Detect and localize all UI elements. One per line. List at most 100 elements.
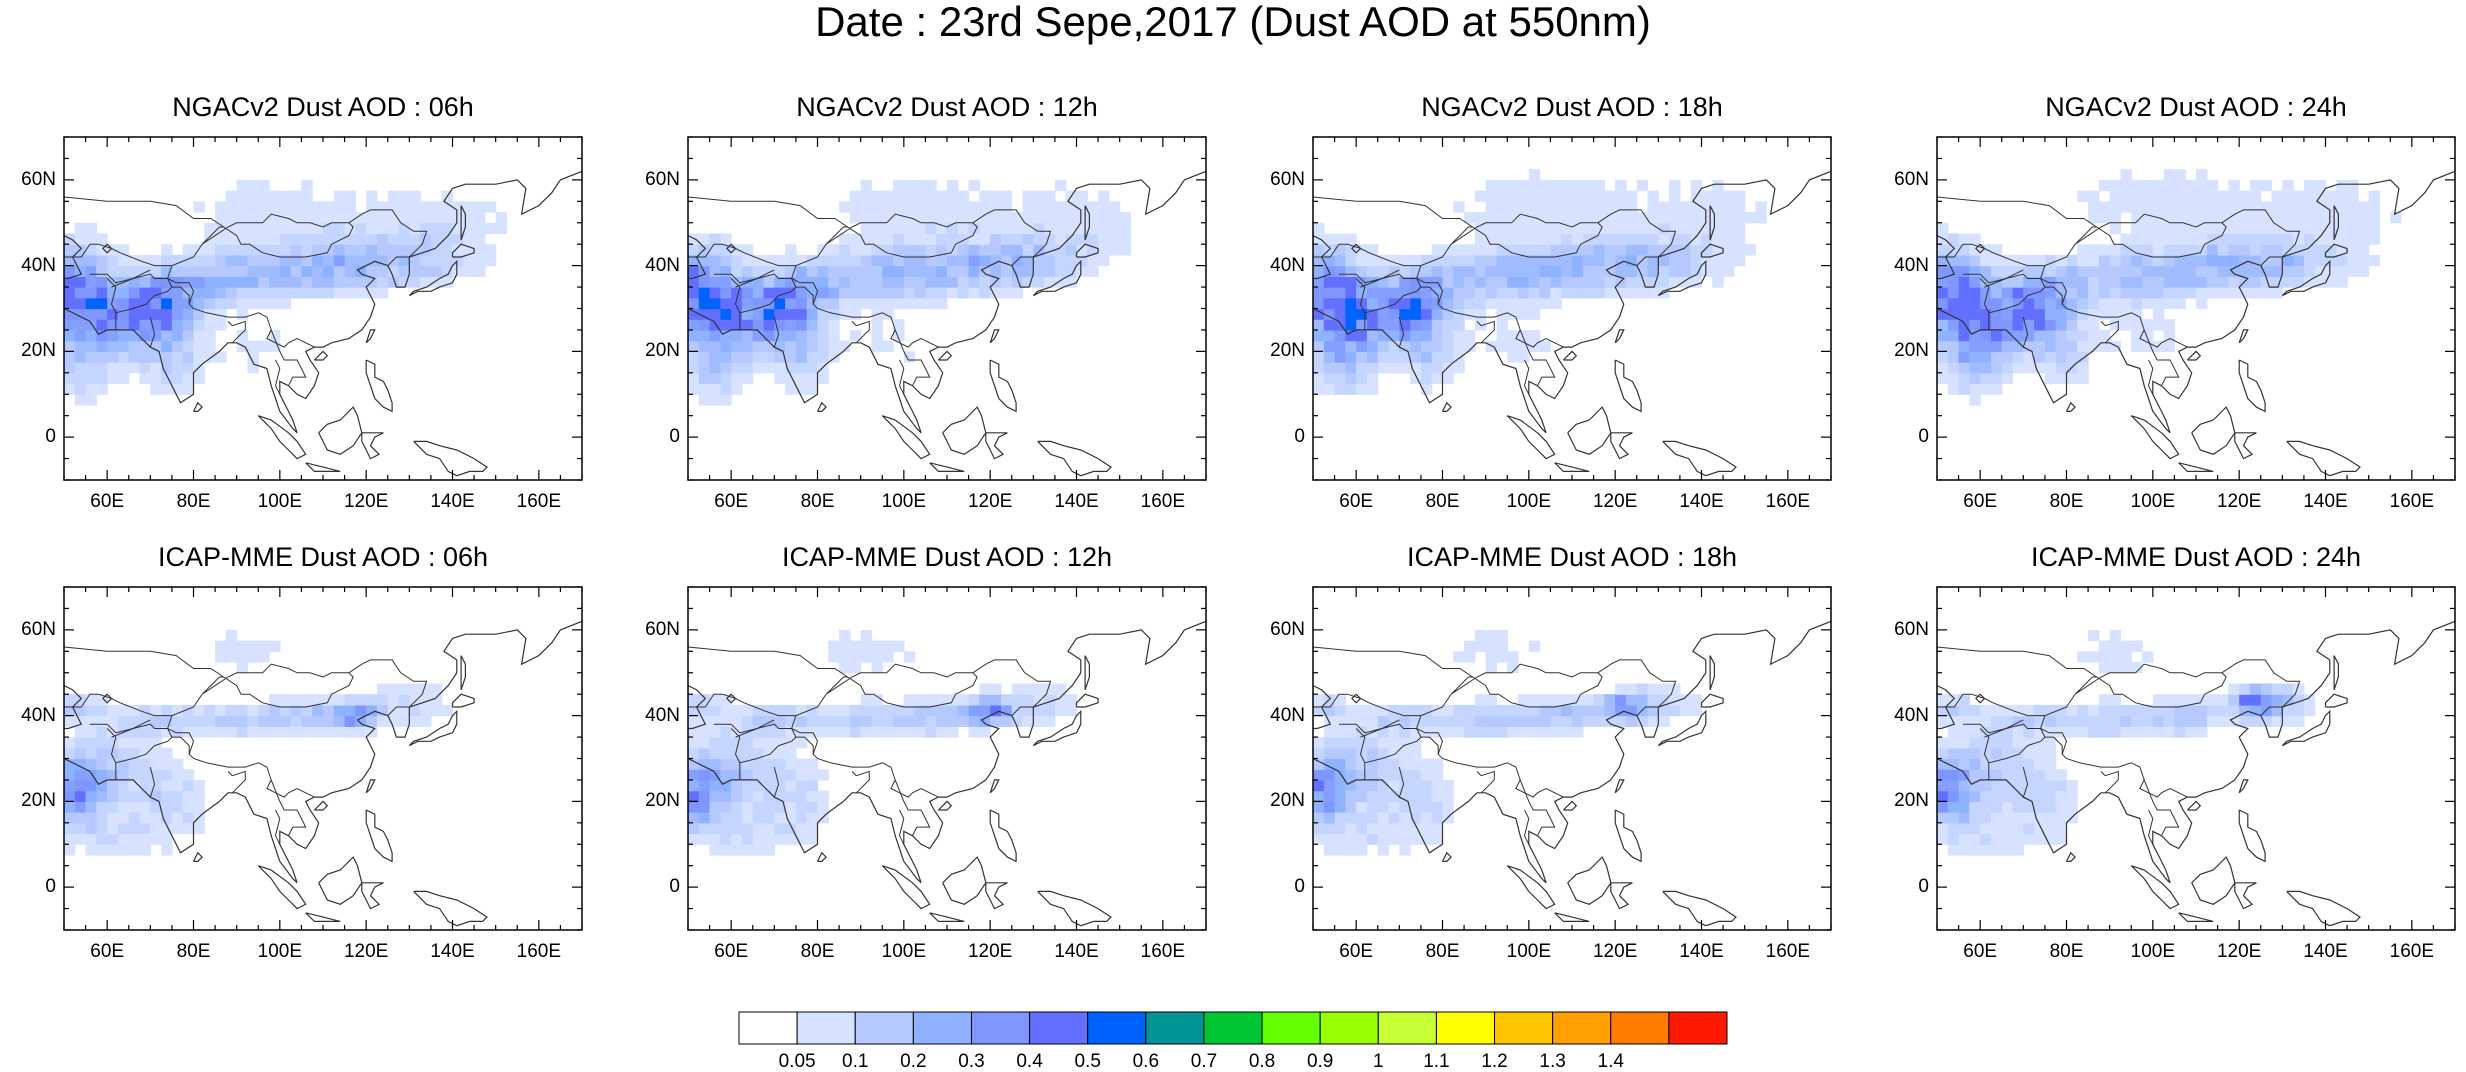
aod-field xyxy=(64,179,508,406)
coastline xyxy=(1614,809,1642,863)
lon-tick-label: 160E xyxy=(1765,491,1811,512)
country-border xyxy=(167,278,195,305)
coastline xyxy=(1610,882,1633,910)
lat-tick-label: 40N xyxy=(21,704,56,726)
coastline xyxy=(687,620,1207,884)
lon-tick-label: 100E xyxy=(881,941,927,962)
lat-tick-label: 20N xyxy=(1894,790,1929,812)
country-border xyxy=(2040,213,2227,279)
coastline xyxy=(816,851,827,862)
country-border xyxy=(898,359,905,395)
coastline xyxy=(460,655,466,691)
country-border xyxy=(149,766,156,798)
country-border xyxy=(791,278,819,305)
lat-tick-label: 20N xyxy=(645,790,680,812)
panel-ngac-06h-title: NGACv2 Dust AOD : 06h xyxy=(172,92,474,122)
country-border xyxy=(1360,723,1422,738)
lon-tick-label: 140E xyxy=(2303,491,2348,512)
lon-tick-label: 120E xyxy=(1592,941,1638,962)
coastline xyxy=(305,462,341,472)
country-border xyxy=(2022,316,2029,348)
coastline xyxy=(1709,655,1715,691)
country-border xyxy=(713,719,775,734)
country-border xyxy=(1398,766,1405,798)
colorbar-tick-label: 0.9 xyxy=(1306,1051,1334,1072)
lon-tick-label: 60E xyxy=(714,491,749,512)
colorbar-tick-label: 0.2 xyxy=(900,1051,927,1072)
country-border xyxy=(851,770,870,794)
country-border xyxy=(1979,728,1990,780)
coastline xyxy=(365,359,393,413)
country-border xyxy=(2100,320,2119,344)
coastline xyxy=(2178,462,2214,472)
coastline xyxy=(63,235,83,280)
lat-tick-label: 40N xyxy=(1894,704,1929,726)
coastline xyxy=(687,685,707,730)
coastline xyxy=(1567,856,1612,905)
coastline xyxy=(2286,890,2361,927)
panel-icap-24h-title: ICAP-MME Dust AOD : 24h xyxy=(2030,542,2362,572)
panel-icap-18h-map xyxy=(1312,586,1832,931)
country-border xyxy=(274,809,281,845)
lon-tick-label: 120E xyxy=(1592,491,1638,512)
country-border xyxy=(227,770,246,794)
country-border xyxy=(1636,256,1659,266)
coastline xyxy=(726,693,737,704)
lon-tick-label: 120E xyxy=(343,491,389,512)
coastline xyxy=(257,865,307,910)
country-border xyxy=(111,273,173,288)
country-border xyxy=(1636,706,1659,716)
country-border xyxy=(115,736,315,798)
country-border xyxy=(1416,278,1444,305)
country-border xyxy=(227,320,246,344)
coastline xyxy=(989,359,1017,413)
colorbar-tick-label: 0.3 xyxy=(958,1051,985,1072)
country-border xyxy=(63,646,224,678)
colorbar-swatch xyxy=(1610,1011,1670,1045)
country-border xyxy=(1313,693,1421,717)
colorbar-swatch xyxy=(1668,1011,1728,1045)
lon-tick-label: 140E xyxy=(1054,491,1099,512)
lon-tick-label: 60E xyxy=(90,941,125,962)
colorbar-swatch xyxy=(1029,1011,1089,1045)
coastline xyxy=(1351,243,1362,254)
coastline xyxy=(408,259,458,297)
coastline xyxy=(1312,620,1832,884)
country-border xyxy=(1364,736,1564,798)
colorbar-tick-label: 1.2 xyxy=(1481,1051,1508,1072)
coastline xyxy=(408,709,458,747)
lat-tick-label: 20N xyxy=(21,340,56,362)
coastline xyxy=(1700,693,1724,708)
colorbar-swatch xyxy=(1377,1011,1437,1045)
coastline xyxy=(2281,709,2331,747)
lon-tick-label: 140E xyxy=(2303,941,2348,962)
coastline xyxy=(2130,865,2180,910)
country-border xyxy=(1984,723,2046,738)
country-border xyxy=(1011,256,1034,266)
panel-ngac-18h-map xyxy=(1312,136,1832,481)
lon-tick-label: 80E xyxy=(2049,491,2084,512)
country-border xyxy=(1355,728,1366,780)
coastline xyxy=(365,779,376,794)
lat-tick-label: 20N xyxy=(1270,790,1305,812)
coastline xyxy=(1312,235,1332,280)
coastline xyxy=(2238,779,2249,794)
coastline xyxy=(989,809,1017,863)
lon-tick-label: 100E xyxy=(2130,941,2176,962)
country-border xyxy=(2022,766,2029,798)
coastline xyxy=(1936,170,2456,434)
colorbar-swatch xyxy=(854,1011,914,1045)
lon-tick-label: 140E xyxy=(1679,941,1724,962)
coastline xyxy=(942,406,987,455)
aod-field xyxy=(1937,169,2402,406)
panel-ngac-24h-title: NGACv2 Dust AOD : 24h xyxy=(2045,92,2347,122)
coastline xyxy=(2324,243,2348,258)
coastline xyxy=(2178,912,2214,922)
lat-tick-label: 60N xyxy=(645,168,680,190)
panel-ngac-12h-map xyxy=(687,136,1207,481)
coastline xyxy=(1032,709,1082,747)
country-border xyxy=(739,736,939,798)
country-border xyxy=(64,693,172,717)
colorbar-tick-label: 1.3 xyxy=(1539,1051,1566,1072)
lon-tick-label: 80E xyxy=(176,941,211,962)
